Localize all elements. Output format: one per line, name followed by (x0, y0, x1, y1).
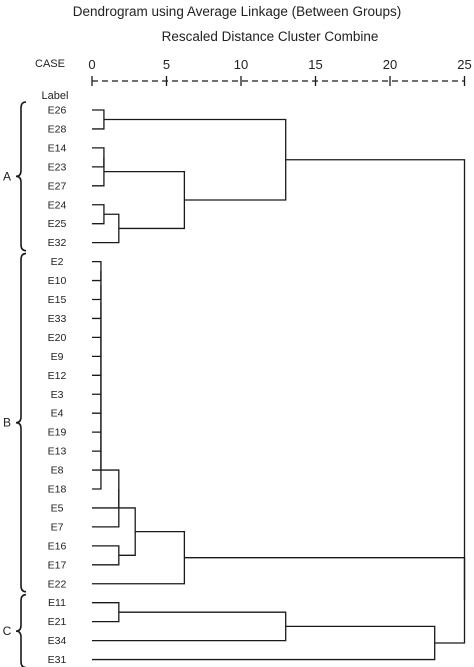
leaf-label: E4 (51, 408, 64, 420)
leaf-label: E33 (48, 313, 67, 325)
leaf-label: E8 (51, 465, 64, 477)
leaf-label: E14 (48, 142, 67, 154)
axis-tick-label: 0 (88, 57, 95, 72)
dendrogram-link (92, 147, 105, 168)
leaf-label: E16 (48, 540, 67, 552)
group-bracket (15, 252, 27, 593)
leaf-label: E7 (51, 521, 64, 533)
leaf-label: E22 (48, 578, 67, 590)
dendrogram-link (92, 260, 102, 282)
leaf-label: E27 (48, 180, 67, 192)
leaf-label: E32 (48, 237, 67, 249)
dendrogram-link (92, 285, 102, 320)
leaf-label: E18 (48, 484, 67, 496)
leaf-label: E2 (51, 256, 64, 268)
leaf-label: E13 (48, 446, 67, 458)
leaf-label: E17 (48, 559, 67, 571)
group-label: A (3, 169, 11, 183)
leaf-label: E34 (48, 635, 67, 647)
leaf-label: E23 (48, 161, 67, 173)
axis-tick-label: 15 (308, 57, 322, 72)
label-header: Label (42, 90, 69, 102)
axis-tick-label: 5 (163, 57, 170, 72)
case-label: CASE (35, 58, 65, 70)
leaf-labels: E26 E28 E14 E23 E27 E24 E25 E32 E2 E10 E15 E33 E20 E9… (48, 105, 67, 667)
axis-tick-label: 20 (383, 57, 397, 72)
group-bracket (15, 593, 27, 667)
axis-tick-label: 10 (234, 57, 248, 72)
dendrogram-link (92, 301, 102, 339)
dendrogram-link (103, 170, 186, 230)
group-brackets: A B C (3, 101, 27, 667)
dendrogram-link (92, 451, 102, 490)
chart-title: Dendrogram using Average Linkage (Betwee… (73, 4, 401, 19)
dendrogram-link (184, 557, 466, 644)
leaf-label: E21 (48, 616, 67, 628)
axis-tick-label: 25 (457, 57, 471, 72)
dendrogram-link (103, 118, 287, 201)
leaf-label: E15 (48, 294, 67, 306)
leaf-label: E26 (48, 105, 67, 117)
dendrogram-link (92, 109, 105, 130)
dendrogram-link (92, 213, 120, 244)
leaf-label: E11 (48, 597, 66, 609)
dendrogram-link (92, 204, 105, 225)
leaf-label: E5 (51, 502, 64, 514)
distance-axis: 0 5 10 15 20 25 (88, 57, 472, 86)
dendrogram-link (92, 489, 120, 528)
leaf-label: E3 (51, 389, 64, 401)
leaf-label: E28 (48, 123, 67, 135)
dendrogram-link (92, 157, 105, 187)
leaf-label: E25 (48, 218, 67, 230)
leaf-label: E12 (48, 370, 67, 382)
leaf-label: E24 (48, 199, 67, 211)
leaf-label: E31 (48, 654, 67, 666)
leaf-label: E20 (48, 332, 67, 344)
dendrogram-link (92, 602, 120, 623)
dendrogram-tree (92, 109, 466, 661)
dendrogram-link (92, 611, 287, 642)
group-label: B (3, 416, 11, 430)
dendrogram-link (285, 159, 466, 601)
chart-subtitle: Rescaled Distance Cluster Combine (162, 29, 379, 44)
dendrogram-link (92, 545, 120, 566)
dendrogram-link (92, 625, 436, 661)
group-label: C (3, 624, 12, 638)
leaf-label: E10 (48, 275, 67, 287)
dendrogram-link (118, 507, 136, 556)
dendrogram-link (92, 530, 186, 585)
dendrogram-link (92, 271, 102, 301)
leaf-label: E19 (48, 427, 67, 439)
group-bracket (15, 101, 27, 252)
leaf-label: E9 (51, 351, 64, 363)
